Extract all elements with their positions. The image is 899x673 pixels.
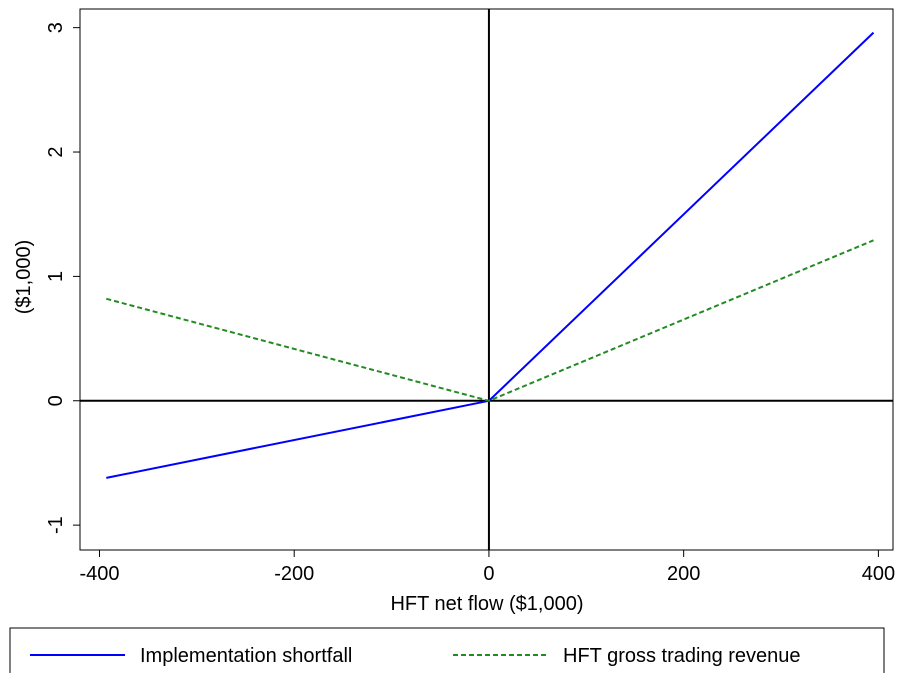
y-tick-label: 1 [45,271,67,282]
legend-label-hft-gross-trading-revenue: HFT gross trading revenue [563,645,801,667]
series-line-hft-gross-trading-revenue [106,239,874,402]
axes: -400 -200 0 200 400 -1 0 1 2 3 [45,22,895,585]
series-layer [106,31,875,479]
y-axis-title: ($1,000) [13,240,35,315]
x-axis-title: HFT net flow ($1,000) [390,593,583,615]
y-tick-label: 0 [45,395,67,406]
y-tick-label: -1 [45,516,67,534]
y-tick-label: 3 [45,22,67,33]
y-tick-label: 2 [45,146,67,157]
legend-box [9,627,885,673]
x-tick-label: 0 [483,563,494,585]
legend-label-implementation-shortfall: Implementation shortfall [140,645,352,667]
x-tick-label: -400 [79,563,119,585]
x-tick-label: 200 [667,563,700,585]
x-tick-label: 400 [862,563,895,585]
plot-frame [79,8,894,551]
legend: Implementation shortfall HFT gross tradi… [9,627,885,673]
plot-area [79,8,894,551]
x-tick-label: -200 [274,563,314,585]
